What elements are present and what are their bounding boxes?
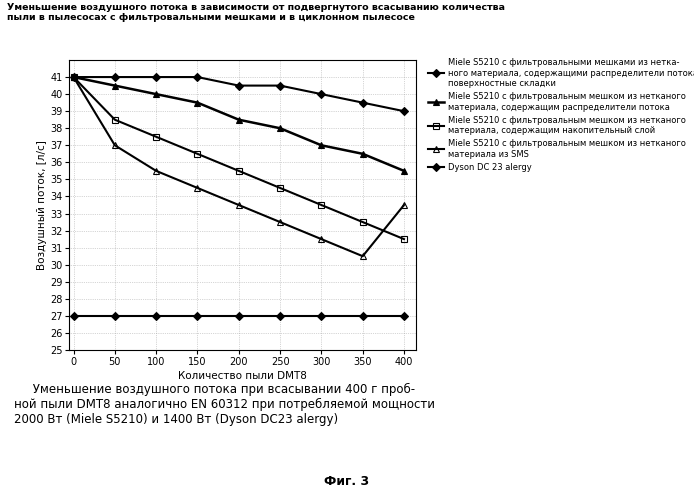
Text: Уменьшение воздушного потока в зависимости от подвергнутого всасыванию количеств: Уменьшение воздушного потока в зависимос… — [7, 2, 505, 12]
Legend: Miele S5210 с фильтровальными мешками из нетка-
ного материала, содержащими расп: Miele S5210 с фильтровальными мешками из… — [428, 58, 694, 172]
X-axis label: Количество пыли DMT8: Количество пыли DMT8 — [178, 371, 307, 381]
Text: пыли в пылесосах с фильтровальными мешками и в циклонном пылесосе: пыли в пылесосах с фильтровальными мешка… — [7, 12, 415, 22]
Text: Уменьшение воздушного потока при всасывании 400 г проб-
ной пыли DMT8 аналогично: Уменьшение воздушного потока при всасыва… — [14, 382, 435, 426]
Text: Фиг. 3: Фиг. 3 — [324, 475, 370, 488]
Y-axis label: Воздушный поток, [л/с]: Воздушный поток, [л/с] — [37, 140, 47, 270]
